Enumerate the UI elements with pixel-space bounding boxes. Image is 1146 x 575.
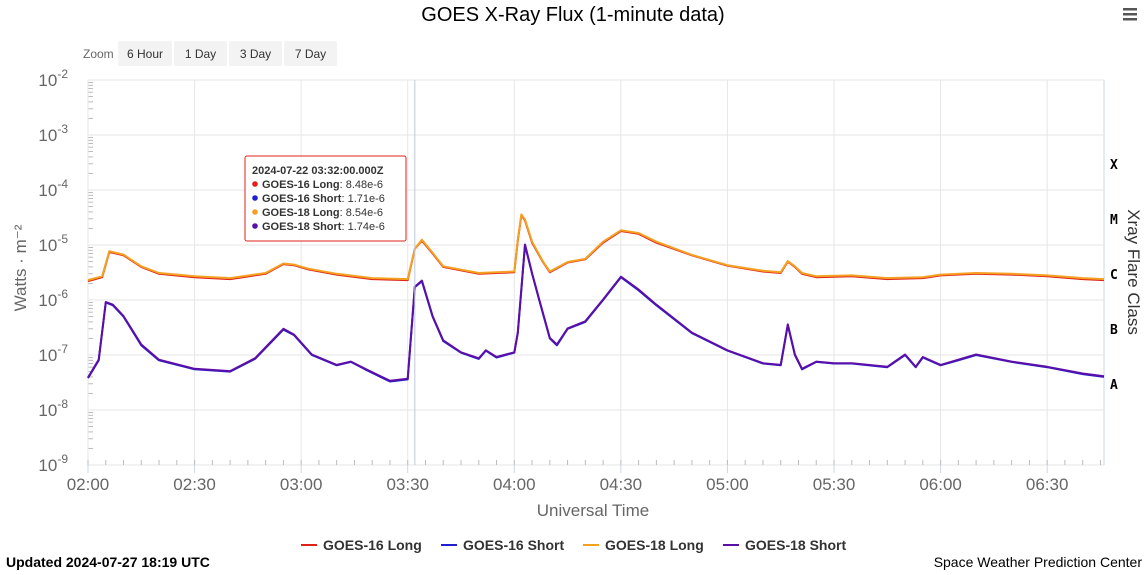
updated-timestamp: Updated 2024-07-27 18:19 UTC [6, 554, 210, 570]
svg-text:GOES-16 Long: GOES-16 Long [323, 537, 422, 553]
svg-text:10-8: 10-8 [38, 397, 68, 420]
zoom-button-7-day[interactable]: 7 Day [284, 41, 337, 66]
flare-class-labels: X M C B A [1110, 158, 1118, 393]
svg-text:10-2: 10-2 [38, 67, 68, 90]
x-axis-ticks: 02:00 02:30 03:00 03:30 04:00 04:30 05:00 05:30… [67, 460, 1101, 494]
flare-class-b: B [1110, 323, 1118, 338]
svg-text:10-9: 10-9 [38, 452, 68, 475]
x-tick-label: 02:30 [173, 475, 216, 494]
svg-text:GOES-18 Long: GOES-18 Long [605, 537, 704, 553]
x-tick-label: 06:30 [1026, 475, 1069, 494]
y-tick-label: 10-5 [38, 232, 68, 255]
svg-text:3 Day: 3 Day [240, 47, 271, 61]
chart-legend: GOES-16 Long GOES-16 Short GOES-18 Long GOE… [301, 537, 846, 553]
flare-class-c: C [1110, 268, 1118, 283]
y-tick-label: 10-6 [38, 287, 68, 310]
hamburger-menu-icon[interactable] [1120, 5, 1140, 23]
grid-lines [87, 79, 1104, 466]
legend-item-goes-18-short[interactable]: GOES-18 Short [723, 537, 846, 553]
tooltip-row: GOES-18 Long: 8.54e-6 [262, 207, 383, 219]
svg-text:GOES-16 Short: GOES-16 Short [463, 537, 564, 553]
y2-axis-title: Xray Flare Class [1124, 209, 1143, 335]
y-tick-label: 10-8 [38, 397, 68, 420]
zoom-button-3-day[interactable]: 3 Day [229, 41, 282, 66]
credit-text: Space Weather Prediction Center [933, 554, 1142, 570]
zoom-buttons: 6 Hour 1 Day 3 Day 7 Day [118, 41, 337, 66]
y-tick-label: 10-2 [38, 67, 68, 90]
x-tick-label: 06:00 [919, 475, 962, 494]
x-tick-label: 05:00 [706, 475, 749, 494]
svg-text:7 Day: 7 Day [295, 47, 326, 61]
tooltip-header: 2024-07-22 03:32:00.000Z [252, 165, 384, 177]
x-tick-label: 05:30 [813, 475, 856, 494]
y-axis-title: Watts · m⁻² [11, 224, 30, 311]
svg-text:10-6: 10-6 [38, 287, 68, 310]
y-tick-label: 10-3 [38, 122, 68, 145]
x-tick-label: 02:00 [67, 475, 110, 494]
y-tick-label: 10-4 [38, 177, 68, 200]
chart-title: GOES X-Ray Flux (1-minute data) [421, 4, 724, 26]
tooltip: 2024-07-22 03:32:00.000Z GOES-16 Long: 8.… [244, 155, 407, 242]
svg-text:6 Hour: 6 Hour [127, 47, 163, 61]
x-tick-label: 03:30 [386, 475, 429, 494]
legend-item-goes-16-short[interactable]: GOES-16 Short [441, 537, 564, 553]
tooltip-row: GOES-16 Short: 1.71e-6 [262, 193, 385, 205]
y-tick-label: 10-7 [38, 342, 68, 365]
flare-class-m: M [1110, 213, 1118, 228]
y-tick-label: 10-9 [38, 452, 68, 475]
x-tick-label: 03:00 [280, 475, 323, 494]
svg-text:10-5: 10-5 [38, 232, 68, 255]
svg-text:10-7: 10-7 [38, 342, 68, 365]
x-tick-label: 04:30 [600, 475, 643, 494]
series-lines [87, 213, 1105, 383]
svg-text:10-3: 10-3 [38, 122, 68, 145]
zoom-button-6-hour[interactable]: 6 Hour [118, 41, 172, 66]
tooltip-row: GOES-18 Short: 1.74e-6 [262, 221, 385, 233]
tooltip-row: GOES-16 Long: 8.48e-6 [262, 179, 383, 191]
zoom-button-1-day[interactable]: 1 Day [174, 41, 227, 66]
legend-item-goes-16-long[interactable]: GOES-16 Long [301, 537, 422, 553]
flare-class-x: X [1110, 158, 1118, 173]
series-line-goes-18-short [87, 243, 1105, 382]
legend-item-goes-18-long[interactable]: GOES-18 Long [583, 537, 704, 553]
zoom-label: Zoom [83, 47, 114, 61]
x-tick-label: 04:00 [493, 475, 536, 494]
y-axis-ticks: 10-2 10-3 10-4 10-5 10-6 10-7 10-8 10-9 [38, 67, 68, 475]
series-line-goes-18-long [87, 213, 1105, 282]
svg-text:10-4: 10-4 [38, 177, 68, 200]
flare-class-a: A [1110, 378, 1118, 393]
x-axis-title: Universal Time [537, 501, 649, 520]
svg-text:GOES-18 Short: GOES-18 Short [745, 537, 846, 553]
svg-text:1 Day: 1 Day [185, 47, 216, 61]
